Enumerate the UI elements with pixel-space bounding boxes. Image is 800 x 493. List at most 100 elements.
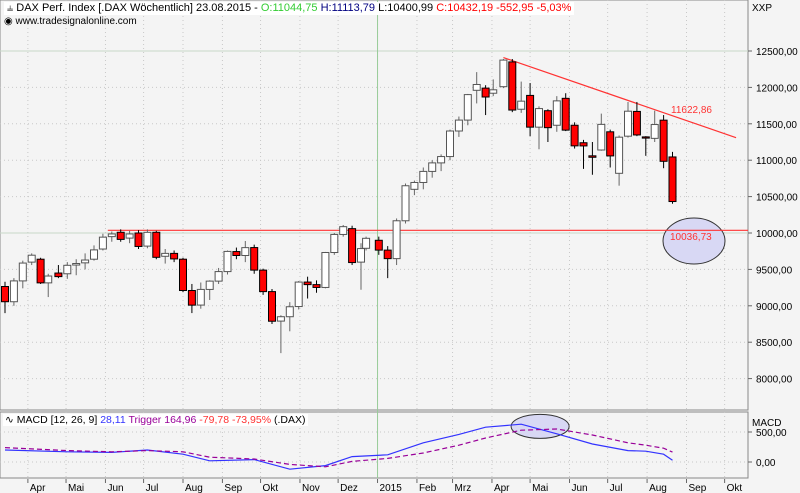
candle	[489, 79, 498, 97]
candle	[579, 139, 588, 169]
candle-body	[125, 233, 134, 239]
candle	[276, 315, 285, 354]
candle	[632, 101, 641, 137]
x-tick-label: Sep	[224, 483, 242, 493]
x-tick-label: Mai	[532, 483, 548, 493]
candle	[392, 218, 401, 266]
candle-body	[1, 286, 9, 303]
candle-body	[517, 100, 526, 110]
header-open: O:11044,75	[260, 2, 318, 14]
candle-body	[241, 247, 250, 256]
candle-body	[187, 290, 196, 306]
macd-value: 28,11	[100, 414, 126, 426]
candle-body	[392, 220, 401, 260]
candle-body	[81, 259, 90, 264]
corner-label: XXP	[752, 3, 773, 14]
candle-body	[294, 281, 303, 308]
candle-body	[624, 110, 632, 137]
candle-body	[170, 252, 179, 260]
candle	[517, 81, 526, 113]
candle-body	[454, 119, 463, 132]
x-tick-label: Okt	[263, 483, 279, 493]
candle-body	[561, 97, 570, 131]
candle	[196, 282, 205, 309]
macd-y-tick-label: 500,00	[756, 428, 787, 439]
candle	[357, 243, 365, 290]
candle	[481, 85, 490, 116]
x-tick-label: Nov	[302, 483, 320, 493]
x-tick-label: Okt	[727, 483, 743, 493]
candle	[303, 276, 312, 299]
candle	[116, 229, 125, 242]
candle-body	[268, 291, 276, 322]
candle	[294, 281, 303, 310]
candle-body	[428, 162, 437, 172]
candle-body	[472, 83, 481, 91]
macd-icon: ∿	[5, 414, 14, 426]
candle-body	[214, 271, 223, 282]
candle	[419, 167, 428, 190]
candle-body	[401, 185, 410, 222]
candle-body	[250, 247, 259, 271]
candle	[143, 229, 152, 249]
candle	[44, 273, 53, 298]
candle-body	[597, 123, 606, 151]
candle-body	[463, 94, 472, 121]
candle	[223, 250, 232, 275]
candle-body	[437, 156, 446, 164]
candle	[624, 101, 632, 138]
candle-body	[312, 284, 321, 288]
y-tick-label: 10000,00	[756, 229, 798, 240]
candle-body	[410, 181, 419, 190]
candle	[383, 246, 392, 279]
candle	[107, 231, 116, 242]
candle-body	[27, 254, 36, 263]
x-tick-label: Jun	[572, 483, 588, 493]
candle-body	[90, 249, 98, 260]
candle-body	[9, 280, 18, 303]
x-tick-label: Aug	[649, 483, 667, 493]
candle	[535, 106, 543, 150]
candle	[98, 233, 107, 251]
website-label: ◉ www.tradesignalonline.com	[4, 16, 137, 27]
candle-body	[508, 61, 517, 111]
x-tick-label: Sep	[688, 483, 706, 493]
candle-body	[543, 110, 552, 129]
x-tick-label: Mai	[68, 483, 84, 493]
candle	[615, 135, 624, 186]
candle	[641, 136, 650, 156]
candle	[90, 245, 98, 261]
candle	[526, 83, 535, 137]
x-tick-label: Jul	[146, 483, 159, 493]
candle-body	[588, 155, 597, 158]
candle	[454, 116, 463, 137]
candle	[606, 129, 615, 168]
candle	[401, 183, 410, 224]
candle-body	[54, 272, 63, 278]
candle-body	[357, 248, 365, 263]
support-label: 10036,73	[670, 232, 712, 243]
header-close: C:10432,19 -552,95 -5,03%	[436, 2, 572, 14]
support-ellipse	[662, 217, 726, 265]
x-tick-label: Apr	[494, 483, 510, 493]
y-tick-label: 11500,00	[756, 120, 797, 131]
candle-body	[615, 136, 624, 174]
candle	[161, 249, 170, 264]
candle-body	[659, 119, 668, 162]
candle	[463, 93, 472, 126]
price-panel	[0, 0, 749, 411]
candle-body	[161, 252, 170, 257]
candle-body	[107, 233, 116, 238]
candle	[268, 289, 276, 324]
candle-body	[134, 232, 143, 247]
x-tick-label: Dez	[340, 483, 358, 493]
candle-body	[650, 124, 659, 139]
candle	[472, 72, 481, 104]
candle-body	[606, 131, 615, 157]
candle	[321, 251, 330, 289]
candle	[659, 115, 668, 169]
candle-body	[72, 263, 81, 266]
candle	[330, 233, 339, 255]
x-tick-label: Jul	[610, 483, 623, 493]
